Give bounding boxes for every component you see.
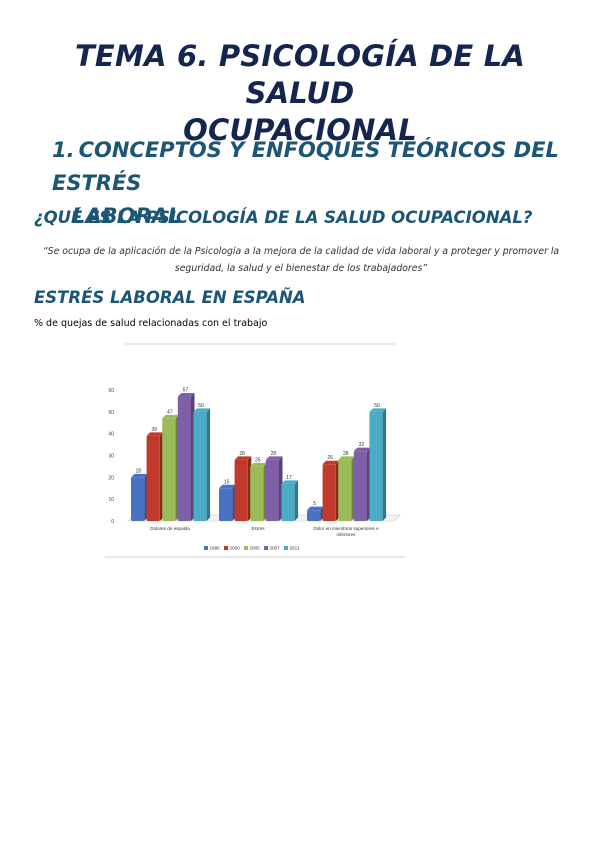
bar-1995 bbox=[131, 477, 145, 521]
data-label: 32 bbox=[359, 442, 365, 448]
data-label: 57 bbox=[183, 388, 189, 394]
data-label: 28 bbox=[271, 451, 277, 457]
bar-2000 bbox=[234, 459, 248, 521]
y-tick-label: 60 bbox=[108, 388, 114, 394]
bar-2005 bbox=[250, 466, 264, 521]
y-tick-label: 0 bbox=[111, 519, 114, 525]
bar-top-2005 bbox=[338, 456, 355, 460]
bar-top-1995 bbox=[219, 484, 236, 489]
legend-swatch-2005 bbox=[244, 546, 248, 550]
data-label: 26 bbox=[327, 455, 333, 461]
bar-1995 bbox=[307, 510, 321, 521]
y-tick-label: 10 bbox=[108, 497, 114, 503]
page-title-line2: OCUPACIONAL bbox=[183, 113, 417, 147]
x-tick-label: Dolor en miembros superiores e bbox=[313, 526, 379, 531]
data-label: 28 bbox=[239, 451, 245, 457]
bar-top-2007 bbox=[353, 447, 371, 452]
definition-quote: “Se ocupa de la aplicación de la Psicolo… bbox=[42, 246, 560, 274]
bar-top-1995 bbox=[131, 473, 148, 478]
legend-label: 2011 bbox=[290, 546, 300, 551]
y-tick-label: 40 bbox=[108, 432, 114, 438]
bar-top-2011 bbox=[369, 408, 387, 412]
bar-2005 bbox=[162, 418, 176, 521]
page-title-line1: TEMA 6. PSICOLOGÍA DE LA SALUD bbox=[74, 39, 526, 110]
bar-top-2000 bbox=[146, 432, 164, 436]
bar-top-2005 bbox=[162, 414, 179, 419]
bar-top-2007 bbox=[265, 456, 283, 460]
x-tick-label: Dolores de espalda bbox=[150, 526, 190, 531]
data-label: 20 bbox=[136, 468, 142, 474]
chart-container: 0 10 20 30 40 50 60 20 39 47 57 50 Dolores de espald… bbox=[100, 343, 410, 558]
bar-chart: 0 10 20 30 40 50 60 20 39 47 57 50 Dolores de espald… bbox=[105, 343, 405, 558]
legend-label: 2007 bbox=[270, 546, 281, 551]
bar-2005 bbox=[338, 459, 352, 521]
bar-side-2011 bbox=[294, 480, 299, 521]
bar-2011 bbox=[193, 411, 207, 521]
data-label: 50 bbox=[198, 403, 204, 409]
legend-label: 2005 bbox=[250, 546, 261, 551]
bar-2007 bbox=[265, 459, 279, 521]
bar-2007 bbox=[353, 451, 367, 521]
chart-caption: % de quejas de salud relacionadas con el… bbox=[34, 318, 268, 329]
subheading-stress-spain: ESTRÉS LABORAL EN ESPAÑA bbox=[34, 288, 306, 307]
page-title: TEMA 6. PSICOLOGÍA DE LA SALUD OCUPACION… bbox=[30, 38, 570, 149]
y-tick-label: 20 bbox=[108, 475, 114, 481]
bar-top-2000 bbox=[322, 460, 340, 465]
section-heading-line1: CONCEPTOS Y ENFOQUES TEÓRICOS DEL ESTRÉS bbox=[52, 138, 559, 195]
bar-side-2011 bbox=[206, 408, 211, 521]
bar-2000 bbox=[146, 435, 160, 521]
bar-top-2011 bbox=[281, 480, 299, 484]
legend-swatch-1995 bbox=[204, 546, 208, 550]
bar-top-2007 bbox=[177, 393, 195, 397]
bar-2011 bbox=[369, 411, 383, 521]
bar-top-2000 bbox=[234, 456, 252, 460]
bar-side-2011 bbox=[382, 408, 387, 521]
x-tick-label: inferiores bbox=[337, 532, 357, 537]
bar-top-1995 bbox=[307, 506, 324, 511]
bar-2000 bbox=[322, 464, 336, 521]
subheading-what-is: ¿QUÉ ES LA PSICOLOGÍA DE LA SALUD OCUPAC… bbox=[34, 208, 533, 227]
section-heading-line2: LABORAL bbox=[72, 204, 182, 228]
legend-swatch-2007 bbox=[264, 546, 268, 550]
data-label: 28 bbox=[343, 451, 349, 457]
y-tick-label: 30 bbox=[108, 454, 114, 460]
x-tick-label: Estrés bbox=[251, 526, 265, 531]
section-number: 1. bbox=[52, 138, 75, 162]
data-label: 25 bbox=[255, 457, 261, 463]
legend-swatch-2000 bbox=[224, 546, 228, 550]
bar-2007 bbox=[177, 396, 191, 521]
data-label: 5 bbox=[313, 501, 316, 507]
bar-2011 bbox=[281, 483, 295, 521]
bar-top-2005 bbox=[250, 462, 267, 467]
legend-swatch-2011 bbox=[284, 546, 288, 550]
data-label: 47 bbox=[167, 409, 173, 415]
y-tick-label: 50 bbox=[108, 410, 114, 416]
data-label: 15 bbox=[224, 479, 230, 485]
section-heading: 1. CONCEPTOS Y ENFOQUES TEÓRICOS DEL ESTR… bbox=[52, 134, 572, 233]
bar-1995 bbox=[219, 488, 233, 521]
data-label: 50 bbox=[374, 403, 380, 409]
data-label: 39 bbox=[151, 427, 157, 433]
data-label: 17 bbox=[286, 475, 292, 481]
legend-label: 2000 bbox=[230, 546, 241, 551]
legend-label: 1995 bbox=[210, 546, 221, 551]
bar-top-2011 bbox=[193, 408, 211, 412]
